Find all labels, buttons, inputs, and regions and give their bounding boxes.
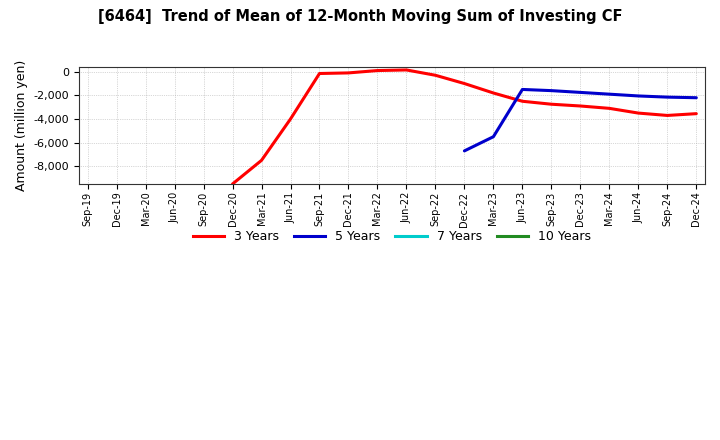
Legend: 3 Years, 5 Years, 7 Years, 10 Years: 3 Years, 5 Years, 7 Years, 10 Years (188, 225, 596, 248)
Y-axis label: Amount (million yen): Amount (million yen) (15, 60, 28, 191)
Text: [6464]  Trend of Mean of 12-Month Moving Sum of Investing CF: [6464] Trend of Mean of 12-Month Moving … (98, 9, 622, 24)
